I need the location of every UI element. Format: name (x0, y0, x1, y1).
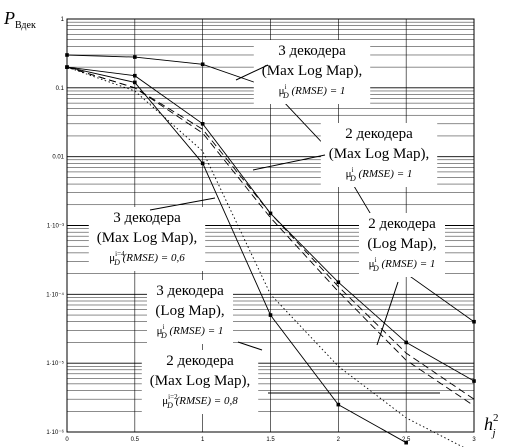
plot-frame (66, 18, 475, 433)
data-point (133, 80, 137, 85)
y-tick-label: 1 (61, 17, 65, 23)
annotation-bg (88, 207, 206, 271)
formula-sup: i (375, 256, 377, 264)
formula-rest: (RMSE) = 1 (289, 85, 346, 97)
formula-sup: i (352, 166, 354, 174)
formula-sub: D (372, 264, 379, 273)
annotation-formula: μi=4 D (RMSE) = 0,6 (109, 250, 185, 267)
annotation-leader (149, 197, 216, 211)
y-tick-label: 0.1 (56, 86, 65, 92)
formula-sub: D (160, 331, 167, 340)
formula-mu: μ (162, 395, 168, 407)
formula-mu: μ (346, 168, 352, 180)
x-tick-label: 1.5 (266, 437, 275, 443)
tick-labels: 0 0.5 1 1.5 2 2.5 3 1 0.1 0.01 1·10⁻³ 1·10⁻⁴ 1·10⁻⁵ 1… (46, 17, 476, 443)
data-point (200, 62, 205, 67)
formula-mu: μ (157, 325, 163, 337)
annotation-formula: μi D (RMSE) = 1 (346, 166, 413, 183)
data-point (336, 402, 341, 407)
annotation-leader (376, 281, 399, 346)
formula-rest: (RMSE) = 1 (167, 325, 224, 337)
annotation-a3: 3 декодера (Max Log Map), μi=4 D (RMSE) = 0… (88, 197, 216, 271)
x-tick-label: 0.5 (131, 437, 140, 443)
annotation-formula: μi D (RMSE) = 1 (369, 256, 436, 273)
annotation-bg (320, 123, 438, 187)
x-tick-label: 1 (201, 437, 205, 443)
series-line-s5 (66, 66, 475, 407)
formula-mu: μ (369, 258, 375, 270)
annotation-line2: (Max Log Map), (97, 230, 197, 246)
y-tick-label: 1·10⁻⁴ (46, 291, 64, 298)
annotation-a2: 2 декодера (Max Log Map), μi D (RMSE) = 1 (252, 123, 438, 187)
annotation-a5: 3 декодера (Log Map), μi D (RMSE) = 1 (147, 280, 263, 351)
annotation-bg (141, 350, 259, 414)
formula-rest: (RMSE) = 1 (356, 168, 413, 180)
x-tick-label: 3 (472, 437, 476, 443)
annotation-leader (252, 154, 326, 171)
annotation-line1: 2 декодера (345, 126, 413, 142)
data-point (133, 55, 137, 59)
annotation-line2: (Log Map), (367, 236, 436, 252)
annotation-formula: μi D (RMSE) = 1 (157, 323, 224, 340)
annotation-a1: 3 декодера (Max Log Map), μi D (RMSE) = 1 (235, 40, 371, 104)
annotation-bg (253, 40, 371, 104)
x-tick-label: 0 (65, 437, 69, 443)
x-axis-label-sup: 2 (493, 412, 499, 424)
annotation-leader (237, 341, 263, 351)
x-tick-label: 2.5 (402, 437, 411, 443)
annotation-line2: (Max Log Map), (329, 146, 429, 162)
y-tick-label: 1·10⁻⁵ (46, 360, 64, 367)
data-point (404, 440, 408, 445)
series-group (65, 53, 476, 447)
formula-rest: (RMSE) = 1 (379, 258, 436, 270)
annotation-a6: 2 декодера (Max Log Map), μi=2 D (RMSE) = 0… (141, 350, 440, 414)
data-point (336, 280, 341, 285)
annotation-formula: μi=2 D (RMSE) = 0,8 (162, 393, 238, 410)
formula-rest: (RMSE) = 0,8 (173, 395, 238, 407)
y-axis-label-sub: Вдек (15, 20, 36, 31)
data-point (404, 340, 408, 345)
annotation-line1: 3 декодера (278, 43, 346, 59)
annotation-line1: 2 декодера (166, 353, 234, 369)
formula-sub: D (166, 401, 173, 410)
x-axis-label-sub: j (491, 427, 496, 439)
annotation-line1: 3 декодера (113, 210, 181, 226)
annotation-line1: 2 декодера (368, 216, 436, 232)
y-tick-label: 1·10⁻³ (47, 224, 64, 230)
annotation-a4: 2 декодера (Log Map), μi D (RMSE) = 1 (359, 213, 445, 346)
data-point (200, 161, 205, 166)
formula-sup: i (163, 323, 165, 331)
annotation-bg (359, 213, 445, 277)
formula-mu: μ (279, 85, 285, 97)
formula-sup: i (285, 83, 287, 91)
x-axis-label-main: h (484, 414, 493, 434)
annotation-line2: (Max Log Map), (262, 63, 362, 79)
data-point (268, 313, 273, 317)
formula-sub: D (113, 258, 120, 267)
y-axis-label: PВдек (3, 8, 36, 31)
y-tick-label: 1·10⁻⁶ (46, 429, 64, 436)
y-axis-label-main: P (3, 8, 15, 28)
data-point (133, 73, 137, 78)
formula-mu: μ (109, 252, 115, 264)
formula-sup: i=2 (168, 393, 178, 401)
annotation-line1: 3 декодера (156, 283, 224, 299)
annotation-bg (147, 280, 233, 344)
x-tick-label: 2 (337, 437, 341, 443)
formula-sub: D (282, 91, 289, 100)
annotations: 3 декодера(Max Log Map),μi D (RMSE) = 12 … (88, 40, 445, 414)
x-axis-label: h2 j (484, 412, 499, 439)
series-line-s6 (66, 66, 464, 447)
annotation-line2: (Max Log Map), (150, 373, 250, 389)
annotation-leader (235, 64, 269, 81)
formula-sup: i=4 (115, 250, 125, 258)
y-tick-label: 0.01 (52, 155, 64, 161)
annotation-line2: (Log Map), (155, 303, 224, 319)
series-line-s3 (66, 66, 407, 444)
formula-sub: D (349, 174, 356, 183)
formula-rest: (RMSE) = 0,6 (120, 252, 185, 264)
data-point (200, 122, 205, 126)
annotation-formula: μi D (RMSE) = 1 (279, 83, 346, 100)
